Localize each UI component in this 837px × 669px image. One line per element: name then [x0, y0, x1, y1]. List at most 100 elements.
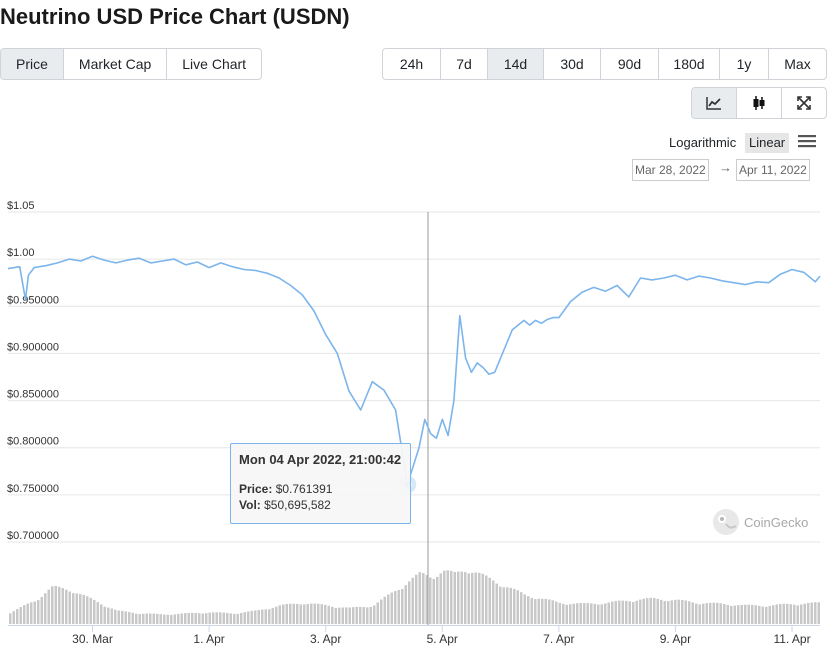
hamburger-menu-icon: [798, 135, 816, 148]
coingecko-watermark: CoinGecko: [712, 508, 808, 536]
volume-bar: [93, 599, 96, 624]
volume-bar: [278, 605, 281, 624]
volume-bar: [467, 573, 470, 624]
volume-bar: [439, 573, 442, 624]
volume-bar: [72, 593, 75, 624]
range-7d[interactable]: 7d: [441, 49, 488, 79]
volume-bar: [355, 606, 358, 624]
y-tick-label: $0.750000: [7, 483, 59, 495]
volume-bar: [390, 592, 393, 624]
volume-bar: [44, 593, 47, 624]
volume-bar: [82, 594, 85, 624]
volume-bar: [324, 604, 327, 624]
volume-bar: [691, 602, 694, 624]
volume-bar: [219, 612, 222, 624]
x-tick-label: 30. Mar: [72, 632, 113, 646]
volume-bar: [768, 606, 771, 624]
volume-bar: [747, 604, 750, 624]
volume-bar: [432, 578, 435, 624]
volume-bar: [128, 612, 131, 624]
date-to-input[interactable]: Apr 11, 2022: [736, 159, 810, 181]
volume-bar: [226, 612, 229, 624]
volume-bar: [649, 597, 652, 624]
volume-bar: [75, 593, 78, 624]
volume-bar: [79, 593, 82, 624]
volume-bar: [646, 598, 649, 624]
range-90d[interactable]: 90d: [601, 49, 659, 79]
volume-bar: [341, 607, 344, 624]
tab-price[interactable]: Price: [1, 49, 64, 79]
volume-bar: [614, 600, 617, 624]
volume-bar: [229, 613, 232, 624]
menu-button[interactable]: [798, 134, 816, 153]
volume-bar: [310, 603, 313, 624]
volume-bar: [338, 607, 341, 624]
volume-bar: [222, 612, 225, 624]
volume-bar: [303, 604, 306, 624]
volume-bar: [184, 613, 187, 624]
volume-bar: [152, 613, 155, 624]
range-30d[interactable]: 30d: [544, 49, 601, 79]
volume-bar: [723, 603, 726, 624]
range-180d[interactable]: 180d: [659, 49, 720, 79]
volume-bar: [418, 572, 421, 624]
volume-bar: [198, 613, 201, 624]
volume-bar: [401, 589, 404, 624]
volume-bar: [138, 614, 141, 624]
volume-bar: [576, 603, 579, 624]
volume-bar: [121, 610, 124, 624]
volume-bar: [247, 611, 250, 624]
volume-bar: [782, 603, 785, 624]
range-tabs: 24h 7d 14d 30d 90d 180d 1y Max: [382, 48, 827, 80]
logarithmic-toggle[interactable]: Logarithmic: [669, 135, 737, 150]
tooltip-date: Mon 04 Apr 2022, 21:00:42: [239, 452, 402, 467]
volume-bar: [726, 604, 729, 624]
volume-bar: [527, 596, 530, 624]
line-chart-button[interactable]: [692, 88, 737, 118]
x-tick-label: 11. Apr: [773, 632, 810, 646]
line-chart-icon: [706, 97, 721, 110]
volume-bar: [61, 588, 64, 624]
volume-bar: [205, 613, 208, 624]
volume-bar: [317, 603, 320, 624]
date-from-input[interactable]: Mar 28, 2022: [632, 159, 709, 181]
volume-bar: [51, 586, 54, 624]
range-1y[interactable]: 1y: [720, 49, 769, 79]
volume-bar: [156, 613, 159, 624]
volume-bar: [373, 605, 376, 624]
volume-bar: [586, 603, 589, 624]
volume-bar: [394, 591, 397, 624]
candlestick-button[interactable]: [737, 88, 782, 118]
range-max[interactable]: Max: [784, 56, 811, 72]
volume-bar: [443, 570, 446, 624]
volume-bar: [271, 608, 274, 624]
volume-bar: [562, 603, 565, 624]
volume-bar: [670, 600, 673, 624]
linear-toggle[interactable]: Linear: [745, 133, 790, 153]
volume-bar: [653, 597, 656, 624]
range-24h[interactable]: 24h: [383, 49, 441, 79]
volume-bar: [96, 602, 99, 624]
fullscreen-button[interactable]: [782, 88, 826, 118]
tooltip-price-label: Price:: [239, 482, 273, 496]
volume-bar: [145, 613, 148, 624]
volume-bar: [415, 574, 418, 624]
y-tick-label: $0.800000: [7, 436, 59, 448]
volume-bar: [250, 610, 253, 624]
volume-bar: [40, 596, 43, 624]
volume-bar: [65, 589, 68, 624]
tab-market-cap[interactable]: Market Cap: [64, 49, 168, 79]
volume-bar: [387, 594, 390, 624]
volume-bar: [597, 604, 600, 624]
volume-bar: [100, 604, 103, 624]
volume-bar: [558, 602, 561, 624]
volume-bar: [639, 599, 642, 624]
volume-bar: [607, 602, 610, 624]
tooltip-vol-value: $50,695,582: [264, 498, 331, 512]
tab-live-chart[interactable]: Live Chart: [182, 56, 247, 72]
volume-bar: [579, 603, 582, 624]
volume-bar: [282, 604, 285, 624]
y-tick-label: $0.900000: [7, 341, 59, 353]
range-14d[interactable]: 14d: [488, 49, 544, 79]
